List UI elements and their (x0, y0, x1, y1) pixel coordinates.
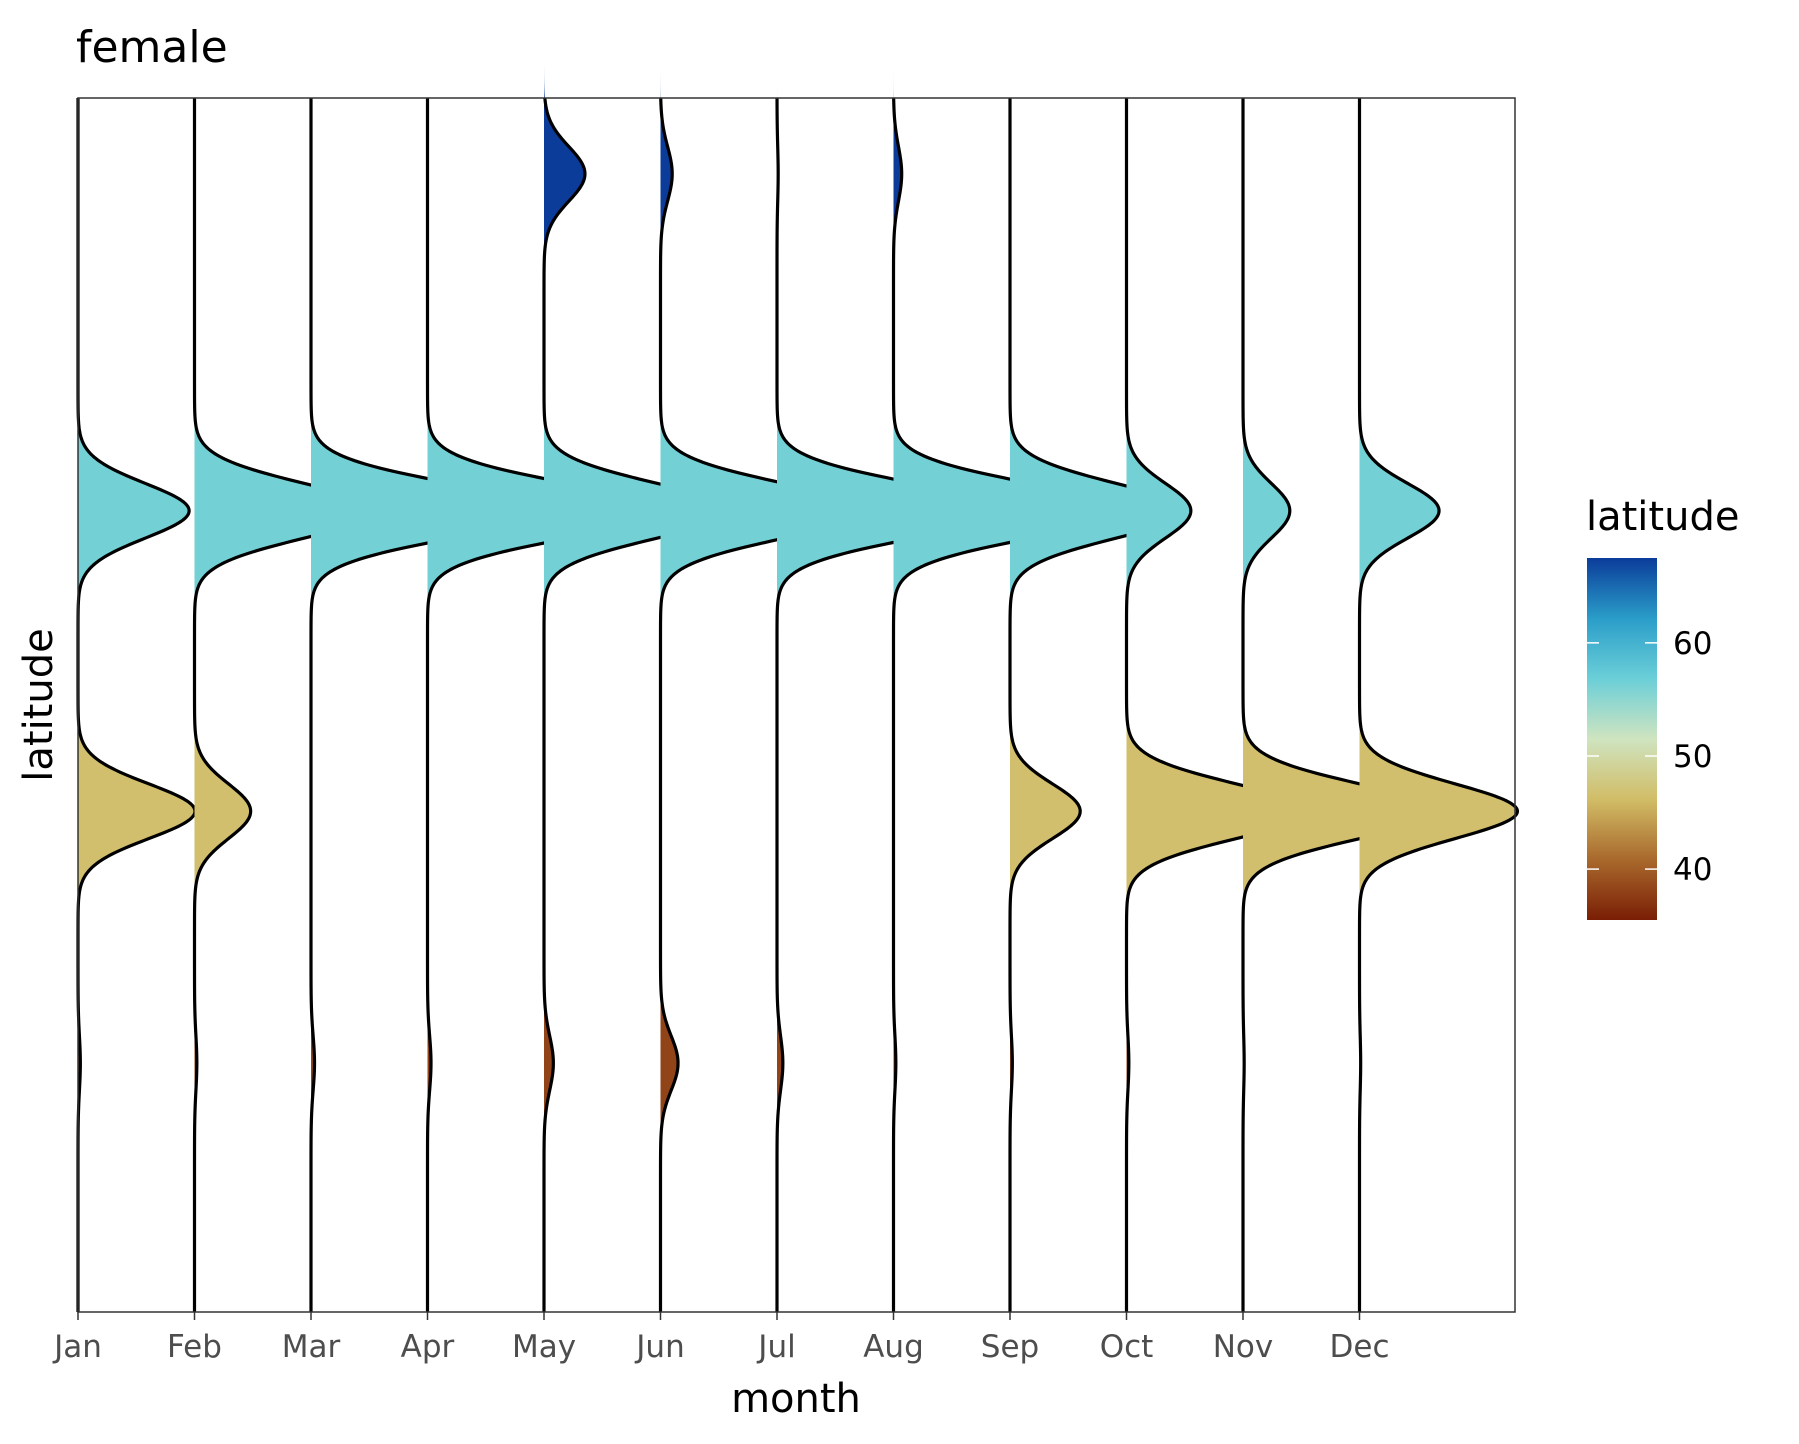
peak-jul-3 (777, 953, 783, 1173)
x-tick-label-mar: Mar (282, 1329, 341, 1365)
peak-sep-1 (1010, 401, 1186, 621)
ridge-feb (192, 97, 378, 1313)
density-line-oct (1124, 97, 1310, 1313)
density-line-jun (658, 97, 867, 1313)
density-line-aug (891, 97, 1124, 1313)
x-tick-label-oct: Oct (1100, 1329, 1154, 1365)
peak-may-3 (544, 953, 554, 1173)
x-axis-label: month (731, 1376, 861, 1422)
peak-dec-2 (1359, 701, 1518, 921)
peak-may-1 (544, 64, 585, 284)
peak-nov-1 (1243, 401, 1290, 621)
ridge-aug (891, 64, 1124, 1313)
density-line-sep (1008, 97, 1188, 1313)
ridge-dec (1357, 97, 1520, 1313)
x-axis: Jan Feb Mar Apr May Jun Jul Aug Sep Oct Nov Dec (52, 1312, 1390, 1365)
peak-jul-2 (777, 401, 1006, 621)
x-tick-label-jul: Jul (756, 1329, 795, 1365)
x-tick-label-nov: Nov (1213, 1329, 1274, 1365)
peak-jan-2 (78, 701, 195, 921)
peak-sep-2 (1010, 701, 1081, 921)
x-tick-label-dec: Dec (1330, 1329, 1390, 1365)
ridge-sep (1008, 97, 1188, 1313)
density-line-may (542, 97, 733, 1313)
x-tick-label-jan: Jan (52, 1329, 102, 1365)
peak-aug-2 (893, 401, 1122, 621)
peak-jan-1 (78, 401, 190, 621)
colorbar-tick-label-40: 40 (1673, 852, 1712, 888)
peak-jun-1 (660, 64, 673, 284)
ridge-jul (775, 64, 1007, 1313)
density-line-dec (1357, 97, 1520, 1313)
density-line-apr (425, 97, 664, 1313)
peak-nov-2 (1243, 701, 1437, 921)
legend-title: latitude (1586, 494, 1739, 540)
peak-mar-2 (311, 953, 315, 1173)
density-line-feb (192, 97, 378, 1313)
peak-aug-1 (893, 64, 902, 284)
density-line-jul (775, 97, 1007, 1313)
x-tick-label-sep: Sep (981, 1329, 1039, 1365)
peak-jun-3 (660, 953, 679, 1173)
x-tick-label-apr: Apr (401, 1329, 455, 1365)
ridge-oct (1124, 97, 1310, 1313)
peak-oct-1 (1126, 401, 1191, 621)
peak-jun-2 (660, 401, 866, 621)
density-line-mar (309, 97, 547, 1313)
ridge-may (542, 64, 733, 1313)
colorbar-tick-label-50: 50 (1673, 739, 1712, 775)
colorbar-tick-label-60: 60 (1673, 626, 1712, 662)
x-tick-label-may: May (512, 1329, 576, 1365)
chart-title: female (76, 22, 228, 73)
peak-dec-1 (1359, 401, 1440, 621)
peak-may-2 (544, 401, 732, 621)
panel-border (77, 97, 1516, 1313)
peak-oct-2 (1126, 701, 1308, 921)
peak-feb-1 (194, 401, 376, 621)
y-axis-label: latitude (16, 628, 62, 781)
x-tick-label-jun: Jun (634, 1329, 684, 1365)
colorbar (1587, 558, 1657, 920)
density-line-nov (1241, 97, 1438, 1313)
colorbar-ticks: 40 50 60 (1587, 626, 1712, 888)
ridge-layer (76, 64, 1520, 1313)
ridge-jun (658, 64, 867, 1313)
peak-apr-2 (427, 953, 432, 1173)
x-tick-label-feb: Feb (167, 1329, 222, 1365)
x-tick-label-aug: Aug (863, 1329, 924, 1365)
ridge-nov (1241, 97, 1438, 1313)
peak-feb-2 (194, 701, 251, 921)
color-legend: latitude 40 50 60 (1586, 494, 1739, 920)
